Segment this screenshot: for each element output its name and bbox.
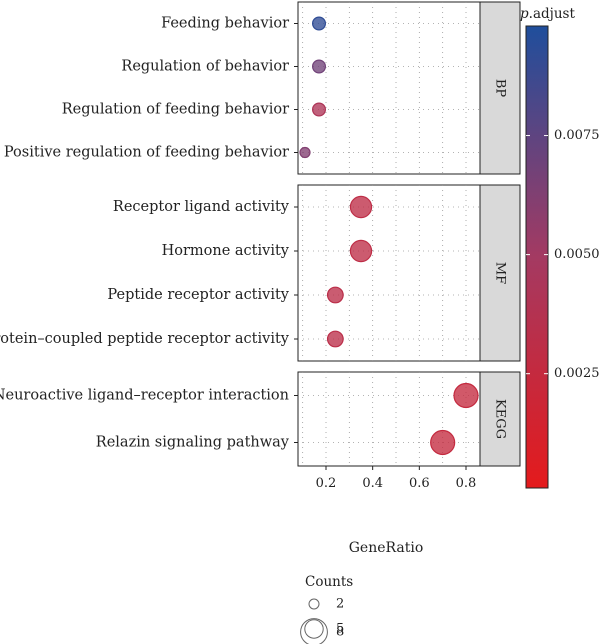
panel-kegg: KEGG Neuroactive ligand–receptor interact… [0,371,521,467]
panel-frame [297,184,481,362]
x-axis: 0.2 0.4 0.6 0.8 [316,466,477,491]
term-label: Positive regulation of feeding behavior [4,145,289,161]
term-label: Receptor ligand activity [113,199,290,215]
strip-background [479,371,521,467]
panel-mf: MF Receptor ligand activity Hormone activi… [0,184,521,362]
color-legend-title: p.adjust [520,6,575,22]
facet-panels: BP Feeding behavior Regulation of behavior… [0,1,521,467]
strip-label-mf: MF [493,262,508,284]
strip-label-bp: BP [493,79,508,98]
size-legend-label: 8 [336,625,344,640]
strip-label-kegg: KEGG [493,399,508,439]
panel-frame [297,371,481,467]
data-point [312,102,327,117]
size-legend-circle [300,618,328,644]
x-axis-title: GeneRatio [349,540,424,556]
color-legend-label: 0.0050 [554,247,600,262]
term-label: Peptide receptor activity [107,287,289,303]
size-legend-title: Counts [305,574,353,590]
size-legend-circle [304,619,324,639]
data-point [326,286,344,304]
x-tick-label: 0.6 [409,476,430,491]
strip-background [479,184,521,362]
size-legend-label: 5 [336,622,344,637]
term-label: Regulation of feeding behavior [62,102,289,118]
size-legend-circle [308,598,320,610]
panel-frame [297,1,481,175]
data-point [312,16,327,31]
term-label: Relazin signaling pathway [96,435,290,451]
data-point [299,146,311,159]
panel-bp: BP Feeding behavior Regulation of behavior… [4,1,521,175]
size-legend: Counts 2 58 [300,574,353,644]
data-point [349,195,373,219]
x-tick-label: 0.8 [456,476,477,491]
strip-background [479,1,521,175]
term-label: Neuroactive ligand–receptor interaction [0,388,289,404]
size-legend-label: 2 [336,597,344,612]
term-label: G protein–coupled peptide receptor activ… [0,331,290,347]
color-bar [525,25,549,489]
data-point [312,59,327,74]
data-point [326,330,344,348]
x-tick-label: 0.2 [316,476,337,491]
term-label: Regulation of behavior [121,59,289,75]
data-point [430,429,456,456]
data-point [453,382,479,409]
x-tick-label: 0.4 [362,476,383,491]
term-label: Hormone activity [162,243,290,259]
data-point [349,239,373,263]
term-label: Feeding behavior [161,16,289,32]
color-legend-label: 0.0025 [554,366,600,381]
color-legend-label: 0.0075 [554,128,600,143]
color-legend: p.adjust 0.0075 0.0050 0.0025 [520,6,600,489]
